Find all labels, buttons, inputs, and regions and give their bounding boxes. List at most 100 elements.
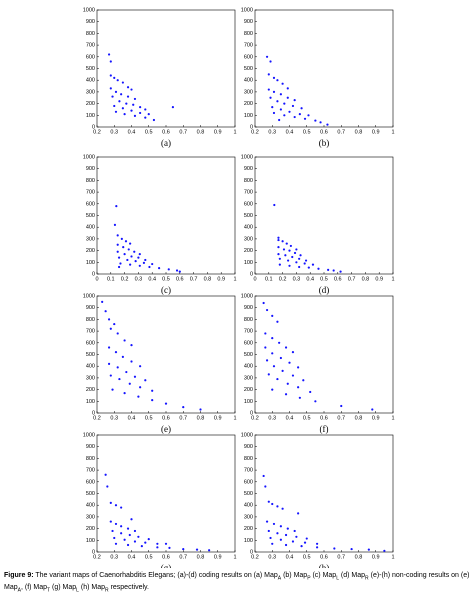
y-tick-label: 100 xyxy=(244,113,253,119)
caption-subscript: R xyxy=(105,587,109,594)
y-tick-label: 500 xyxy=(244,352,253,358)
x-tick-label: 0.7 xyxy=(337,554,345,560)
scatter-point xyxy=(144,116,147,119)
scatter-point xyxy=(114,351,118,354)
scatter-point xyxy=(293,115,296,119)
x-tick-label: 0.3 xyxy=(110,129,118,135)
y-tick-label: 400 xyxy=(244,78,253,84)
scatter-point xyxy=(383,549,386,552)
y-tick-label: 200 xyxy=(244,101,253,107)
scatter-point xyxy=(293,98,296,102)
scatter-point xyxy=(302,379,305,382)
scatter-point xyxy=(167,268,170,271)
panel-label: (g) xyxy=(161,563,172,568)
panel: 0 100 200 300 400 500 600 700 800 900 1000 0 0.1 0.2 0… xyxy=(83,154,237,295)
x-tick-label: 0.4 xyxy=(128,129,136,135)
scatter-point xyxy=(281,369,284,372)
scatter-point xyxy=(271,502,274,506)
scatter-point xyxy=(289,244,292,248)
y-tick-label: 900 xyxy=(86,305,95,311)
y-tick-label: 400 xyxy=(86,78,95,84)
x-tick-label: 0.5 xyxy=(303,129,311,135)
scatter-point xyxy=(208,549,211,552)
scatter-point xyxy=(278,341,281,344)
y-tick-label: 600 xyxy=(244,479,253,485)
y-tick-label: 400 xyxy=(86,503,95,509)
scatter-point xyxy=(133,114,137,117)
scatter-point xyxy=(199,408,202,411)
scatter-point xyxy=(281,507,284,510)
caption-text: (g) Map xyxy=(50,584,77,592)
scatter-point xyxy=(111,388,114,391)
panel-label: (e) xyxy=(161,424,171,434)
scatter-point xyxy=(300,545,303,548)
plot-frame xyxy=(254,295,394,414)
x-tick-label: 0.5 xyxy=(162,276,170,282)
scatter-point xyxy=(139,365,142,368)
scatter-point xyxy=(111,529,114,533)
y-tick-label: 1000 xyxy=(83,7,95,13)
y-tick-label: 600 xyxy=(86,201,95,207)
y-tick-label: 900 xyxy=(86,444,95,450)
x-tick-label: 0.2 xyxy=(121,276,129,282)
scatter-point xyxy=(175,269,179,272)
scatter-point xyxy=(279,356,282,360)
scatter-point xyxy=(121,355,124,358)
y-tick-label: 900 xyxy=(244,166,253,172)
scatter-point xyxy=(118,377,121,381)
scatter-point xyxy=(273,203,276,207)
scatter-point xyxy=(164,402,168,405)
scatter-point xyxy=(272,365,276,368)
x-tick-label: 0.8 xyxy=(355,415,363,421)
scatter-point xyxy=(299,254,302,257)
scatter-point xyxy=(277,245,280,249)
y-tick-label: 900 xyxy=(86,166,95,172)
scatter-point xyxy=(118,100,121,103)
y-tick-label: 400 xyxy=(86,225,95,231)
caption-text: , (f) Map xyxy=(20,584,48,592)
scatter-point xyxy=(130,344,133,347)
plot-frame xyxy=(254,434,394,553)
scatter-point xyxy=(126,527,130,530)
scatter-point xyxy=(288,249,291,252)
scatter-point xyxy=(276,320,279,323)
scatter-point xyxy=(147,538,150,541)
caption-subscript: R xyxy=(365,575,369,582)
scatter-point xyxy=(104,310,107,313)
caption-subscript: L xyxy=(336,575,339,582)
scatter-point xyxy=(332,269,335,272)
scatter-point xyxy=(144,541,147,544)
caption-text: (b) Map xyxy=(281,572,308,579)
y-tick-label: 700 xyxy=(244,329,253,335)
x-tick-label: 0.9 xyxy=(372,129,380,135)
scatter-point xyxy=(304,259,308,262)
x-tick-label: 0.4 xyxy=(128,415,136,421)
x-tick-label: 1 xyxy=(391,415,394,421)
scatter-point xyxy=(316,546,319,549)
y-tick-label: 200 xyxy=(244,526,253,532)
y-tick-label: 100 xyxy=(86,538,95,544)
scatter-point xyxy=(287,259,290,262)
caption: Figure 9: The variant maps of Caenorhabd… xyxy=(4,571,470,596)
scatter-point xyxy=(267,500,270,503)
x-tick-label: 0.8 xyxy=(355,554,363,560)
scatter-point xyxy=(267,73,270,76)
x-tick-label: 0.4 xyxy=(306,276,314,282)
x-tick-label: 0.9 xyxy=(214,554,222,560)
scatter-point xyxy=(279,108,282,111)
scatter-point xyxy=(107,346,111,349)
y-tick-label: 800 xyxy=(244,31,253,37)
scatter-point xyxy=(113,536,116,540)
x-tick-label: 0.1 xyxy=(265,276,273,282)
scatter-point xyxy=(284,346,288,349)
plot-frame xyxy=(96,295,236,414)
scatter-point xyxy=(291,540,295,543)
scatter-point xyxy=(298,265,301,269)
y-tick-label: 0 xyxy=(250,271,253,277)
x-tick-label: 0.9 xyxy=(372,415,380,421)
x-tick-label: 0.6 xyxy=(320,129,328,135)
scatter-point xyxy=(298,113,301,116)
x-tick-label: 0.3 xyxy=(110,554,118,560)
x-tick-label: 0.4 xyxy=(148,276,156,282)
y-tick-label: 0 xyxy=(92,271,95,277)
